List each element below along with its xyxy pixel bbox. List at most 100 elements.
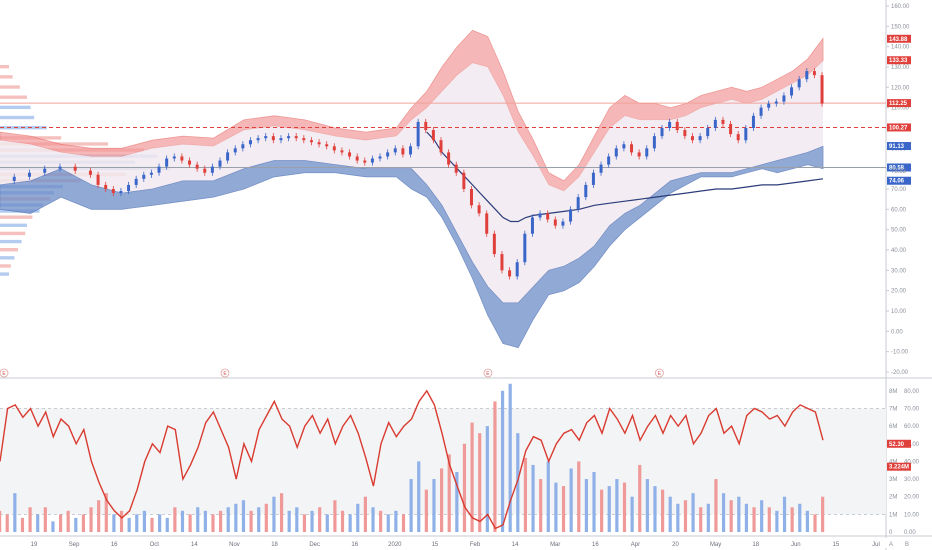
x-tick-label: 18 [271, 542, 278, 548]
price-label-bg [887, 123, 911, 132]
candle-body [12, 176, 16, 181]
volume-profile-bar [0, 256, 15, 260]
volume-bar [600, 489, 604, 532]
volume-bar [234, 503, 238, 532]
osc-tick-label: 30.00 [904, 477, 920, 483]
x-tick-label: Feb [470, 542, 481, 548]
earnings-marker[interactable] [654, 368, 664, 378]
volume-bar [13, 493, 17, 532]
earnings-marker[interactable] [483, 368, 493, 378]
volume-bar [340, 510, 345, 532]
osc-tick-label: 80.00 [904, 389, 920, 395]
earnings-marker[interactable] [220, 368, 230, 378]
volume-bar [81, 514, 86, 532]
auto-scale-button-bg[interactable] [884, 538, 898, 548]
price-label: 91.13 [889, 144, 905, 150]
log-scale-button[interactable]: B [905, 542, 909, 548]
candle-body [317, 142, 321, 145]
osc-tick-label: 40.00 [904, 459, 920, 465]
candle-body [820, 75, 824, 104]
volume-bar [424, 489, 428, 532]
candle-body [325, 144, 329, 147]
volume-bar [127, 517, 131, 532]
candle-body [469, 189, 473, 206]
volume-bar [401, 514, 406, 532]
candle-body [210, 166, 214, 173]
x-tick-label: 18 [752, 542, 759, 548]
auto-scale-button[interactable]: A [889, 542, 893, 548]
volume-bar [508, 383, 512, 532]
volume-profile-bar [0, 264, 11, 268]
candle-body [744, 128, 748, 141]
volume-bar [539, 479, 543, 532]
volume-tick-label: 2M [889, 495, 897, 501]
osc-label-bg [887, 462, 911, 471]
volume-bar [241, 500, 246, 532]
volume-bar [676, 503, 680, 532]
candle-body [637, 152, 641, 157]
candle-body [767, 103, 771, 108]
earnings-marker[interactable] [0, 368, 9, 378]
candle-body [165, 158, 169, 167]
candle-body [713, 119, 717, 128]
candle-body [553, 219, 557, 226]
volume-bar [729, 500, 733, 532]
x-tick-label: Nov [229, 542, 240, 548]
volume-bar [165, 517, 169, 532]
volume-bar [112, 514, 116, 532]
volume-bar [821, 496, 825, 532]
x-tick-label: 14 [512, 542, 519, 548]
volume-profile-bar [0, 95, 27, 99]
volume-bar [737, 496, 741, 532]
volume-bar [440, 468, 444, 532]
price-tick-label: -20.00 [891, 370, 909, 376]
volume-bar [28, 507, 32, 532]
volume-bar [371, 507, 375, 532]
volume-profile-bar [0, 65, 9, 69]
candle-body [271, 136, 275, 141]
volume-profile-bar [0, 105, 31, 110]
osc-label: 52.30 [889, 442, 905, 448]
volume-bar [318, 507, 322, 532]
price-label: 74.06 [889, 179, 905, 185]
price-label-bg [887, 34, 911, 43]
volume-bar [188, 514, 192, 532]
volume-bar [546, 461, 550, 532]
earnings-marker-label: E [486, 371, 490, 377]
price-label: 133.33 [889, 58, 908, 64]
candle-body [668, 121, 672, 128]
price-label-bg [887, 142, 911, 151]
volume-bar [683, 500, 688, 532]
price-label: 80.58 [889, 165, 905, 171]
log-scale-button-bg[interactable] [900, 538, 914, 548]
x-axis: 19 Sep 16 Oct 14 Nov 18 Dec 16 2020 15 Feb 14 Mar 16 Ap… [31, 542, 880, 548]
candle-body [736, 134, 740, 141]
candle-body [774, 101, 778, 104]
volume-bar [645, 479, 649, 532]
volume-bar [97, 500, 101, 532]
volume-bar [203, 510, 207, 532]
oscillator-panel[interactable]: 80.00 70.00 60.00 50.00 40.00 30.00 20.00 10.00… [0, 383, 932, 537]
price-tick-label: 10.00 [891, 309, 907, 315]
osc-tick-label: 20.00 [904, 495, 920, 501]
candle-body [88, 170, 92, 175]
volume-bar [523, 457, 528, 532]
volume-bar [394, 510, 398, 532]
candle-body [630, 144, 634, 153]
price-tick-label: 50.00 [891, 228, 907, 234]
candle-body [538, 213, 542, 218]
candle-body [706, 128, 710, 137]
volume-bar [287, 510, 291, 532]
volume-bar [584, 479, 588, 532]
volume-bar [569, 468, 573, 532]
volume-bar [20, 517, 25, 532]
x-tick-label: 16 [111, 542, 118, 548]
volume-tick-label: 4M [889, 459, 897, 465]
candle-body [485, 213, 489, 234]
x-tick-label: 16 [351, 542, 358, 548]
volume-bar [135, 514, 139, 532]
volume-bar [310, 510, 314, 532]
candle-body [462, 172, 466, 189]
candle-body [477, 205, 481, 214]
volume-tick-label: 8M [889, 389, 897, 395]
